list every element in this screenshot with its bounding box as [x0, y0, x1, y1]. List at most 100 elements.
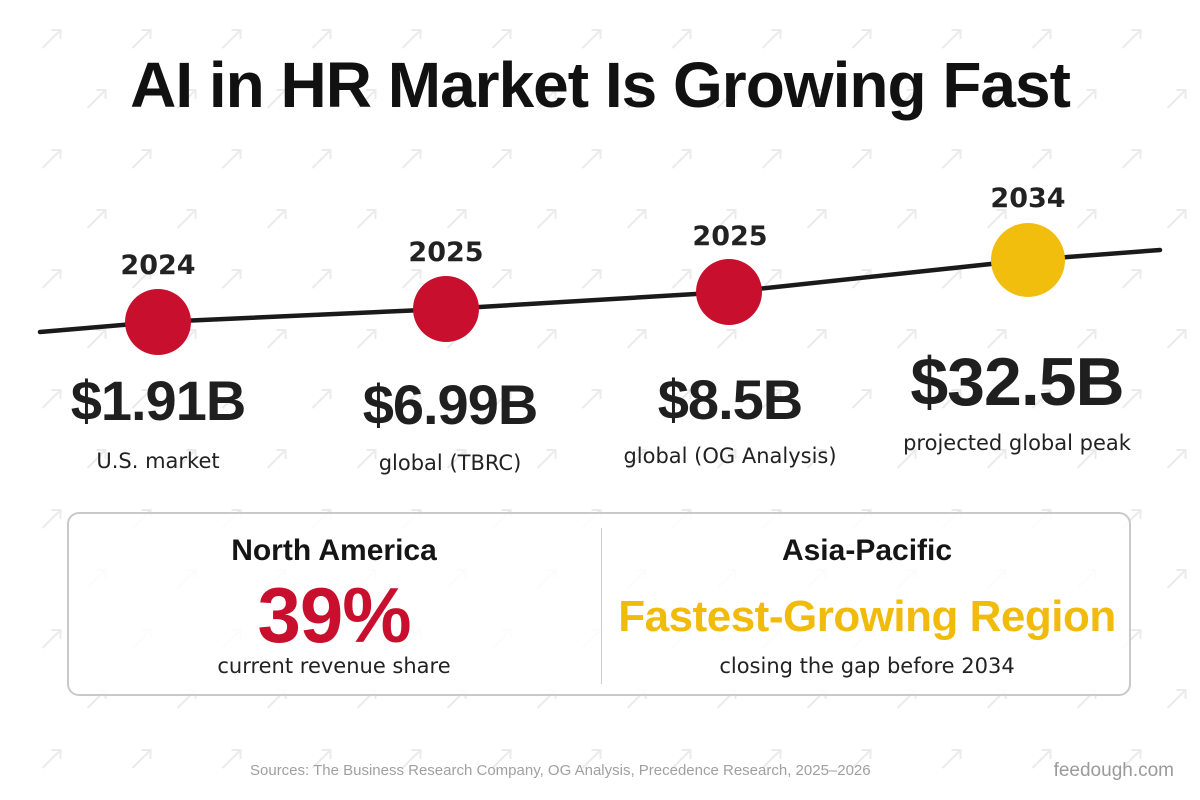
trend-arrow-icon — [941, 29, 962, 49]
trend-arrow-icon — [1121, 149, 1142, 169]
trend-arrow-icon — [716, 449, 737, 469]
trend-arrow-icon — [491, 749, 512, 769]
trend-arrow-icon — [491, 149, 512, 169]
region-stat: 39% — [257, 571, 411, 659]
milestone-description: projected global peak — [903, 431, 1131, 455]
trend-arrow-icon — [896, 449, 917, 469]
trend-arrow-icon — [896, 329, 917, 349]
trend-arrow-icon — [761, 389, 782, 409]
trend-arrow-icon — [1121, 269, 1142, 289]
trend-arrow-icon — [671, 389, 692, 409]
trend-arrow-icon — [1166, 209, 1187, 229]
trend-arrow-icon — [671, 149, 692, 169]
trend-arrow-icon — [1031, 389, 1052, 409]
region-note: current revenue share — [217, 654, 451, 678]
trend-arrow-icon — [1121, 29, 1142, 49]
trend-arrow-icon — [581, 29, 602, 49]
trend-arrow-icon — [221, 269, 242, 289]
trend-arrow-icon — [401, 29, 422, 49]
trend-arrow-icon — [221, 149, 242, 169]
timeline-marker-2025-og — [696, 259, 762, 325]
milestone-year: 2025 — [408, 237, 484, 268]
trend-arrow-icon — [986, 329, 1007, 349]
trend-arrow-icon — [716, 209, 737, 229]
trend-arrow-icon — [131, 389, 152, 409]
milestone-value: $8.5B — [657, 368, 803, 431]
trend-arrow-icon — [896, 89, 917, 109]
trend-arrow-icon — [266, 449, 287, 469]
trend-arrow-icon — [41, 629, 62, 649]
trend-arrow-icon — [401, 389, 422, 409]
trend-arrow-icon — [941, 149, 962, 169]
trend-arrow-icon — [1121, 389, 1142, 409]
region-name: North America — [231, 534, 437, 567]
trend-arrow-icon — [1076, 329, 1097, 349]
trend-arrow-icon — [536, 209, 557, 229]
trend-arrow-icon — [41, 509, 62, 529]
trend-arrow-icon — [581, 149, 602, 169]
trend-arrow-icon — [536, 89, 557, 109]
trend-arrow-icon — [761, 149, 782, 169]
trend-arrow-icon — [491, 269, 512, 289]
brand-watermark: feedough.com — [1053, 760, 1174, 781]
trend-arrow-icon — [896, 209, 917, 229]
milestone-year: 2034 — [990, 183, 1066, 214]
milestone-value: $6.99B — [362, 373, 539, 436]
trend-arrow-icon — [491, 389, 512, 409]
trend-arrow-icon — [1166, 329, 1187, 349]
trend-arrow-icon — [446, 209, 467, 229]
trend-arrow-icon — [1121, 749, 1142, 769]
trend-arrow-icon — [626, 89, 647, 109]
trend-arrow-icon — [311, 389, 332, 409]
trend-arrow-icon — [401, 149, 422, 169]
trend-arrow-icon — [626, 209, 647, 229]
trend-arrow-icon — [1166, 689, 1187, 709]
milestone-value: $1.91B — [70, 369, 247, 432]
trend-arrow-icon — [581, 389, 602, 409]
trend-arrow-icon — [581, 749, 602, 769]
page-title: AI in HR Market Is Growing Fast — [130, 49, 1071, 121]
trend-arrow-icon — [41, 749, 62, 769]
trend-arrow-icon — [671, 749, 692, 769]
region-name: Asia-Pacific — [781, 534, 953, 567]
trend-arrow-icon — [491, 29, 512, 49]
trend-arrow-icon — [131, 29, 152, 49]
timeline-marker-2034 — [991, 223, 1065, 297]
trend-arrow-icon — [86, 89, 107, 109]
trend-arrow-icon — [356, 329, 377, 349]
trend-arrow-icon — [131, 149, 152, 169]
trend-arrow-icon — [941, 749, 962, 769]
trend-arrow-icon — [176, 209, 197, 229]
trend-arrow-icon — [446, 89, 467, 109]
trend-arrow-icon — [716, 89, 737, 109]
trend-arrow-icon — [536, 449, 557, 469]
region-divider — [601, 528, 602, 684]
trend-arrow-icon — [311, 269, 332, 289]
trend-arrow-icon — [986, 449, 1007, 469]
trend-arrow-icon — [806, 329, 827, 349]
trend-arrow-icon — [311, 149, 332, 169]
trend-arrow-icon — [446, 449, 467, 469]
trend-arrow-icon — [356, 449, 377, 469]
trend-arrow-icon — [266, 329, 287, 349]
trend-arrow-icon — [356, 209, 377, 229]
trend-arrow-icon — [941, 389, 962, 409]
milestone-year: 2024 — [120, 250, 196, 281]
milestone-description: U.S. market — [96, 449, 220, 473]
trend-arrow-icon — [1031, 29, 1052, 49]
trend-arrow-icon — [86, 329, 107, 349]
trend-arrow-icon — [1076, 89, 1097, 109]
trend-arrow-icon — [851, 749, 872, 769]
trend-arrow-icon — [626, 449, 647, 469]
trend-arrow-icon — [671, 29, 692, 49]
trend-arrow-icon — [761, 29, 782, 49]
trend-arrow-icon — [401, 749, 422, 769]
trend-arrow-icon — [1166, 89, 1187, 109]
region-note: closing the gap before 2034 — [719, 654, 1015, 678]
trend-arrow-icon — [581, 269, 602, 289]
milestone-value: $32.5B — [910, 344, 1124, 420]
trend-arrow-icon — [41, 269, 62, 289]
trend-arrow-icon — [1076, 449, 1097, 469]
